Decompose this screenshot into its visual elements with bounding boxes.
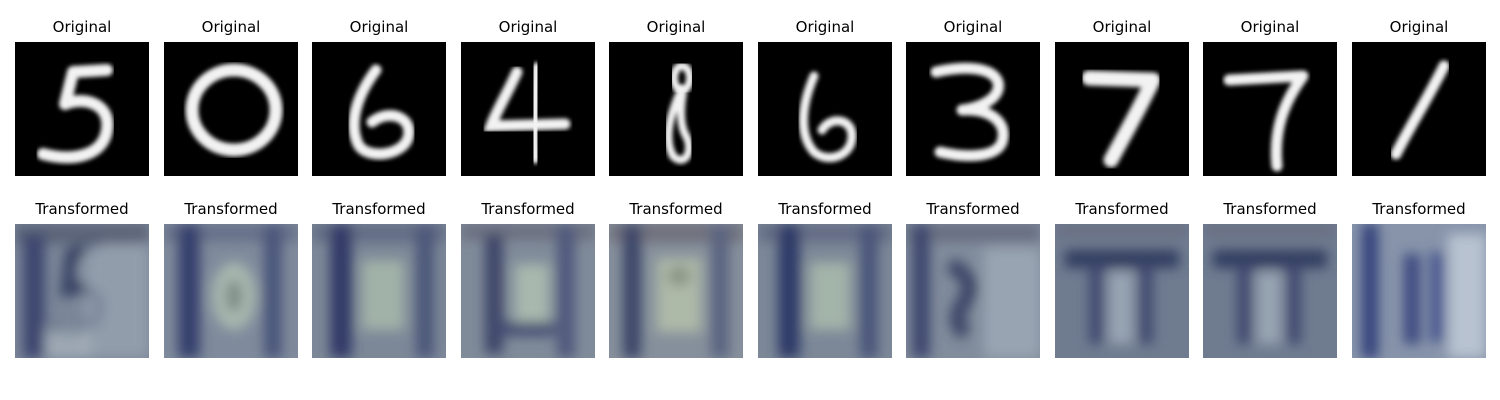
original-image-9 xyxy=(1203,42,1337,176)
original-image-4 xyxy=(461,42,595,176)
transformed-image-7 xyxy=(1203,224,1337,358)
transformed-title-3: Transformed xyxy=(332,200,426,218)
transformed-title-4: Transformed xyxy=(481,200,575,218)
transformed-image-1 xyxy=(15,224,149,358)
original-image-6 xyxy=(758,42,892,176)
digit-8-image xyxy=(609,42,743,176)
original-image-3 xyxy=(312,42,446,176)
digit-1-image xyxy=(1352,42,1486,176)
digit-7-image xyxy=(1055,42,1189,176)
transformed-title-10: Transformed xyxy=(1372,200,1466,218)
transformed-image-4 xyxy=(461,224,595,358)
digit-7-image xyxy=(1203,42,1337,176)
original-title-8: Original xyxy=(1092,18,1152,36)
transformed-image-6 xyxy=(312,224,446,358)
original-title-4: Original xyxy=(498,18,558,36)
transformed-title-5: Transformed xyxy=(629,200,723,218)
digit-6-image xyxy=(758,42,892,176)
transformed-image-8 xyxy=(1055,224,1189,358)
original-image-1 xyxy=(15,42,149,176)
transformed-title-9: Transformed xyxy=(1223,200,1317,218)
transformed-image-8 xyxy=(609,224,743,358)
digit-4-image xyxy=(461,42,595,176)
transformed-image-1 xyxy=(1352,224,1486,358)
transformed-image-3 xyxy=(312,224,446,358)
digit-3-image xyxy=(906,42,1040,176)
original-title-7: Original xyxy=(943,18,1003,36)
transformed-image-7 xyxy=(906,224,1040,358)
digit-6-image xyxy=(312,42,446,176)
transformed-title-8: Transformed xyxy=(1075,200,1169,218)
original-title-6: Original xyxy=(795,18,855,36)
transformed-image-5 xyxy=(609,224,743,358)
transformed-image-7 xyxy=(1055,224,1189,358)
digit-5-image xyxy=(15,42,149,176)
original-title-3: Original xyxy=(349,18,409,36)
transformed-image-2 xyxy=(164,224,298,358)
transformed-image-4 xyxy=(461,224,595,358)
original-image-7 xyxy=(906,42,1040,176)
transformed-image-9 xyxy=(1203,224,1337,358)
original-image-10 xyxy=(1352,42,1486,176)
transformed-image-10 xyxy=(1352,224,1486,358)
original-title-10: Original xyxy=(1389,18,1449,36)
digit-0-image xyxy=(164,42,298,176)
transformed-image-6 xyxy=(758,224,892,358)
original-title-9: Original xyxy=(1240,18,1300,36)
transformed-image-0 xyxy=(164,224,298,358)
transformed-image-3 xyxy=(906,224,1040,358)
transformed-image-6 xyxy=(758,224,892,358)
transformed-title-2: Transformed xyxy=(184,200,278,218)
original-image-8 xyxy=(1055,42,1189,176)
transformed-title-1: Transformed xyxy=(35,200,129,218)
original-title-1: Original xyxy=(52,18,112,36)
original-title-2: Original xyxy=(201,18,261,36)
transformed-title-6: Transformed xyxy=(778,200,872,218)
transformed-title-7: Transformed xyxy=(926,200,1020,218)
transformed-image-5 xyxy=(15,224,149,358)
original-title-5: Original xyxy=(646,18,706,36)
original-image-5 xyxy=(609,42,743,176)
original-image-2 xyxy=(164,42,298,176)
